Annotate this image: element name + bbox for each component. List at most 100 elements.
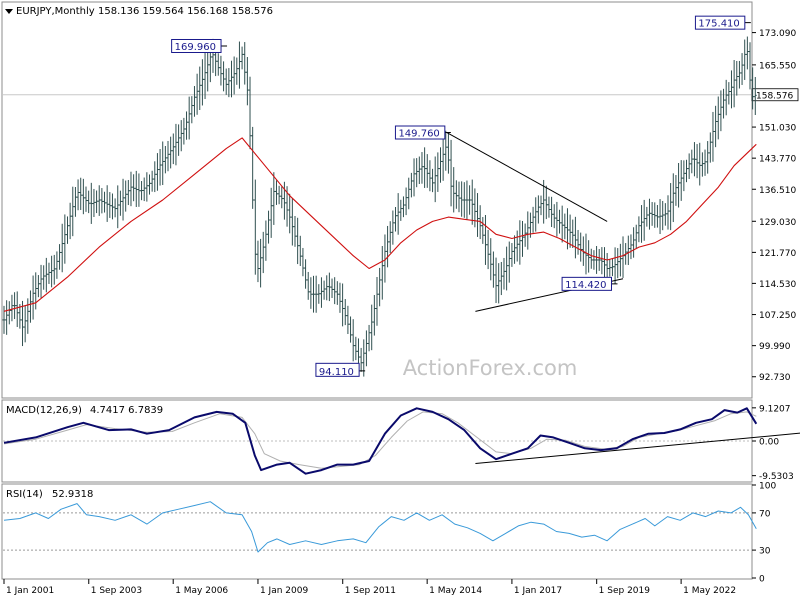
price-bar [380,246,384,300]
price-bar [452,167,456,213]
rsi-panel-frame [1,483,753,580]
price-bar [476,193,480,237]
price-axis: 173.090 165.550 151.030 143.770 136.510 129.0… [3,29,799,383]
price-bar [526,211,530,250]
price-bar [629,234,633,260]
price-bar [338,282,342,313]
price-bar [404,187,408,216]
price-bar [174,123,178,166]
rsi-values: 52.9318 [52,489,93,500]
price-bar [10,294,14,322]
price-bar [333,277,337,305]
price-bar [198,66,202,111]
price-bar [34,272,38,310]
price-bar [137,173,141,207]
price-bar [179,120,183,152]
price-bar [140,181,144,201]
price-bar [150,170,154,192]
price-bar [473,188,477,228]
rsi-axis-tick-label: 0 [759,575,765,585]
price-bar [637,216,641,243]
price-bar [364,330,368,367]
price-bar [669,183,673,231]
price-bar [103,191,107,213]
price-bar [110,193,114,220]
price-callout: 114.420 [561,276,618,291]
price-bar [134,170,138,207]
price-bar [245,57,249,106]
dropdown-triangle-icon[interactable] [5,9,13,14]
price-bar [589,248,593,269]
price-bar [195,73,199,115]
price-bar [428,160,432,192]
time-axis-label: 1 Jan 2001 [6,586,54,596]
price-bar [740,53,744,85]
price-bar [690,149,694,174]
price-bar [222,61,226,92]
price-bar [290,198,294,246]
price-bar [65,216,69,244]
price-bar [293,215,297,247]
price-bar [280,186,284,209]
price-bar [95,190,99,214]
price-bar [640,205,644,243]
price-bar [240,46,244,70]
price-axis-tick-label: 173.090 [759,29,796,39]
price-bar [454,180,458,209]
price-bar [396,193,400,235]
price-bar [489,238,493,281]
macd-axis-tick-label: -9.5303 [759,472,794,482]
price-bar [674,175,678,206]
price-bar [518,220,522,265]
price-callout-label: 149.760 [398,129,439,140]
price-bar [89,182,93,224]
price-axis-tick-label: 99.990 [759,342,791,352]
price-bar [261,231,265,274]
price-bar [555,201,559,237]
price-bar [568,214,572,248]
price-bar [499,261,503,296]
price-bar [235,57,239,85]
ohlc-values: 158.136 159.564 156.168 158.576 [98,6,273,17]
price-bar [732,60,736,108]
price-bar [319,277,323,308]
price-bar [468,185,472,215]
price-bar [703,149,707,176]
price-bar [436,152,440,192]
price-bar [237,41,241,89]
price-bar [502,257,506,290]
price-bar [171,133,175,165]
price-axis-tick-label: 143.770 [759,155,796,165]
price-bar [327,272,331,302]
price-bar [341,283,345,327]
price-bar [634,224,638,249]
price-bar [216,53,220,76]
price-bar [116,185,120,229]
price-bar [301,247,305,277]
price-callout-label: 175.410 [698,19,739,30]
price-bar [232,56,236,95]
rsi-axis-tick-label: 70 [759,509,771,519]
price-bar [399,199,403,221]
price-bar [346,305,350,335]
price-bar [132,174,136,202]
price-bar [579,232,583,262]
price-bar [613,247,617,284]
price-bar [76,179,80,211]
price-bar [21,300,25,347]
price-bar [563,213,567,240]
price-bar [28,290,32,323]
price-bar [438,147,442,183]
price-bar [330,278,334,298]
price-bar [722,88,726,119]
macd-trendline [475,432,800,465]
macd-axis-tick-label: 9.1207 [759,404,791,414]
price-bar [288,193,292,234]
price-bar [743,39,747,80]
price-bar [158,149,162,186]
price-bar [349,316,353,343]
price-axis-tick-label: 129.030 [759,218,796,228]
price-bar [7,301,11,325]
price-bar [60,223,64,273]
